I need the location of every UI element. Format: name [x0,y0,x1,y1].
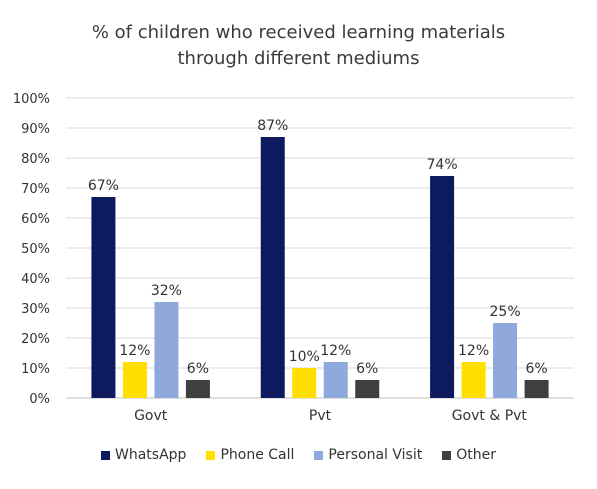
y-tick-label: 70% [21,182,50,197]
legend: WhatsApp Phone Call Personal Visit Other [0,447,597,463]
x-tick-label: Govt [134,408,168,424]
y-tick-label: 10% [21,362,50,377]
data-label: 12% [119,343,150,359]
legend-swatch-other [442,450,452,460]
y-tick-label: 30% [21,302,50,317]
legend-item-phone-call: Phone Call [206,447,294,463]
y-tick-label: 0% [29,392,50,407]
x-tick-label: Pvt [309,408,332,424]
y-tick-label: 40% [21,272,50,287]
y-tick-label: 100% [13,92,50,107]
data-label: 12% [458,343,489,359]
legend-swatch-personal-visit [314,450,324,460]
data-label: 6% [356,361,378,377]
bar [430,176,455,398]
bar [323,362,348,398]
data-label: 74% [427,157,458,173]
legend-label-other: Other [456,447,496,463]
data-label: 6% [525,361,547,377]
data-label: 6% [187,361,209,377]
legend-swatch-whatsapp [101,450,111,460]
bar [524,380,549,398]
legend-label-whatsapp: WhatsApp [115,447,187,463]
bar [154,302,179,398]
legend-item-other: Other [442,447,496,463]
bar [461,362,486,398]
data-label: 12% [320,343,351,359]
data-label: 10% [289,349,320,365]
bar [185,380,210,398]
bar [122,362,147,398]
data-label: 67% [88,178,119,194]
x-tick-label: Govt & Pvt [452,408,528,424]
chart-title-line-1: % of children who received learning mate… [91,22,506,43]
bar [91,197,116,398]
y-tick-label: 60% [21,212,50,227]
legend-label-personal-visit: Personal Visit [328,447,423,463]
legend-swatch-phone-call [206,450,216,460]
bar [355,380,380,398]
y-tick-label: 20% [21,332,50,347]
y-tick-label: 50% [21,242,50,257]
data-label: 87% [257,118,288,134]
data-label: 32% [151,283,182,299]
y-tick-label: 80% [21,152,50,167]
data-label: 25% [490,304,521,320]
legend-item-whatsapp: WhatsApp [101,447,186,463]
y-tick-label: 90% [21,122,50,137]
legend-label-phone-call: Phone Call [220,447,295,463]
bar [493,323,518,398]
bar [260,137,285,398]
chart-title-line-2: through different mediums [177,48,420,69]
bar [292,368,317,398]
legend-item-personal-visit: Personal Visit [314,447,422,463]
